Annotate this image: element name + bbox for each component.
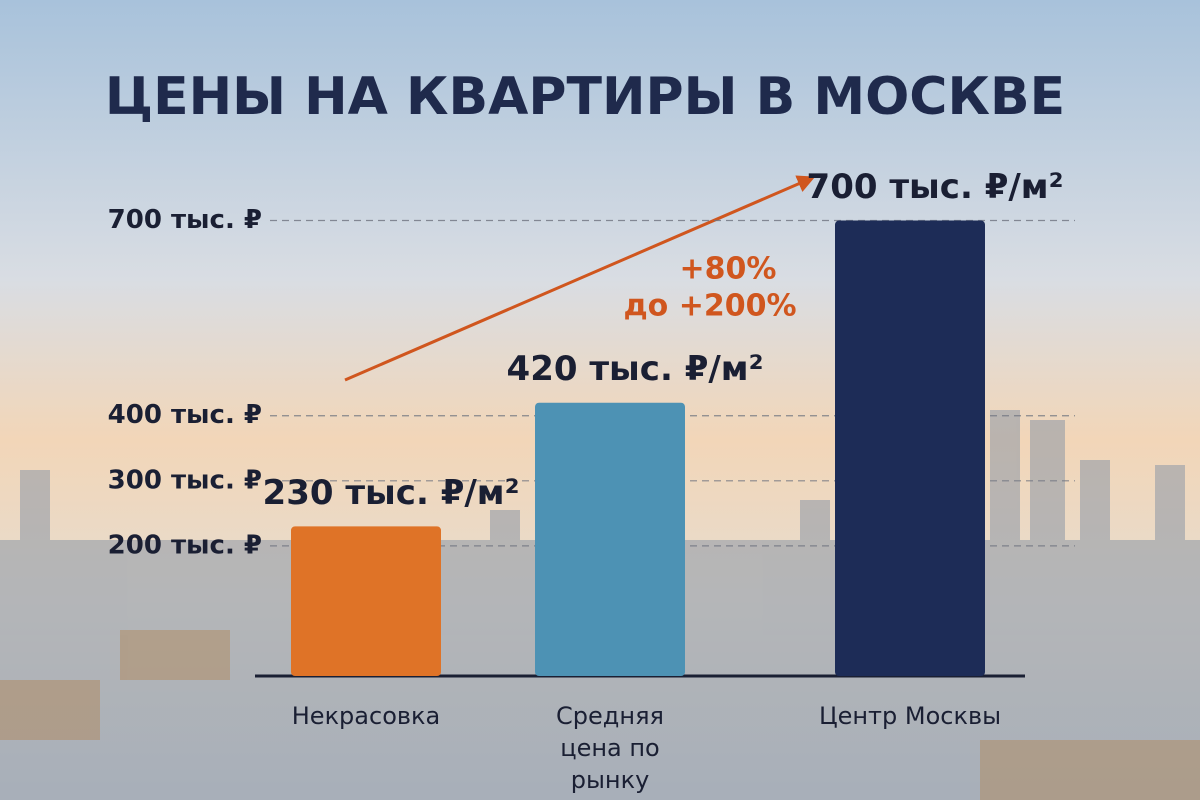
y-tick-label: 200 тыс. ₽ (108, 530, 262, 560)
bar (535, 402, 685, 676)
y-tick-label: 400 тыс. ₽ (108, 400, 262, 430)
annotation: до +200% (623, 289, 796, 324)
y-tick-label: 700 тыс. ₽ (108, 205, 262, 235)
x-tick-label: Центр Москвы (818, 702, 1002, 730)
y-tick-label: 300 тыс. ₽ (108, 465, 262, 495)
x-tick-label: Некрасовка (291, 702, 441, 730)
value-label: 420 тыс. ₽/м² (507, 349, 764, 389)
trend-arrow (344, 175, 816, 382)
annotation: +80% (680, 252, 777, 287)
x-tick-label: Средняя цена по рынку (556, 702, 664, 794)
bar (835, 220, 985, 677)
bar (291, 526, 441, 676)
value-label: 230 тыс. ₽/м² (263, 473, 520, 513)
value-label: 700 тыс. ₽/м² (807, 167, 1064, 207)
chart-title: ЦЕНЫ НА КВАРТИРЫ В МОСКВЕ (105, 67, 1065, 127)
city-foreground (0, 630, 1200, 800)
